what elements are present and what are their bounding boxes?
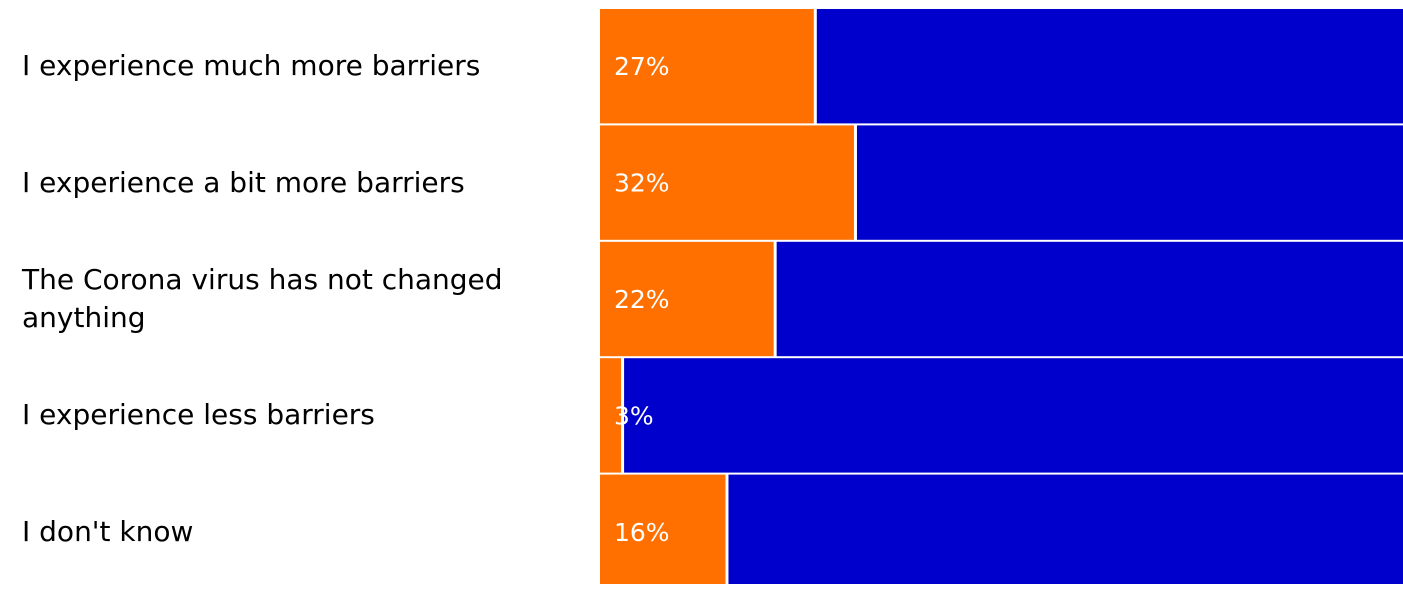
bar-segment-remainder bbox=[776, 241, 1403, 357]
data-label: 27% bbox=[614, 52, 670, 81]
category-label: I experience much more barriers bbox=[22, 49, 481, 83]
bar-segment-highlight bbox=[600, 9, 814, 124]
bar-segment-highlight bbox=[600, 125, 854, 240]
category-label: The Corona virus has not changed anythin… bbox=[22, 262, 503, 334]
bar-segment-highlight bbox=[600, 474, 726, 584]
data-label: 22% bbox=[614, 285, 670, 314]
bar-segment-highlight bbox=[600, 241, 774, 357]
category-label: I experience less barriers bbox=[22, 398, 375, 432]
category-label: I experience a bit more barriers bbox=[22, 165, 465, 199]
bar-segment-remainder bbox=[816, 9, 1403, 124]
bar-segment-highlight bbox=[600, 358, 622, 473]
bar-segment-remainder bbox=[728, 474, 1403, 584]
bar-segment-remainder bbox=[624, 358, 1403, 473]
bar-segment-remainder bbox=[856, 125, 1403, 240]
data-label: 16% bbox=[614, 518, 670, 547]
category-label: I don't know bbox=[22, 514, 194, 548]
data-label: 32% bbox=[614, 169, 670, 198]
data-label: 3% bbox=[614, 401, 654, 430]
